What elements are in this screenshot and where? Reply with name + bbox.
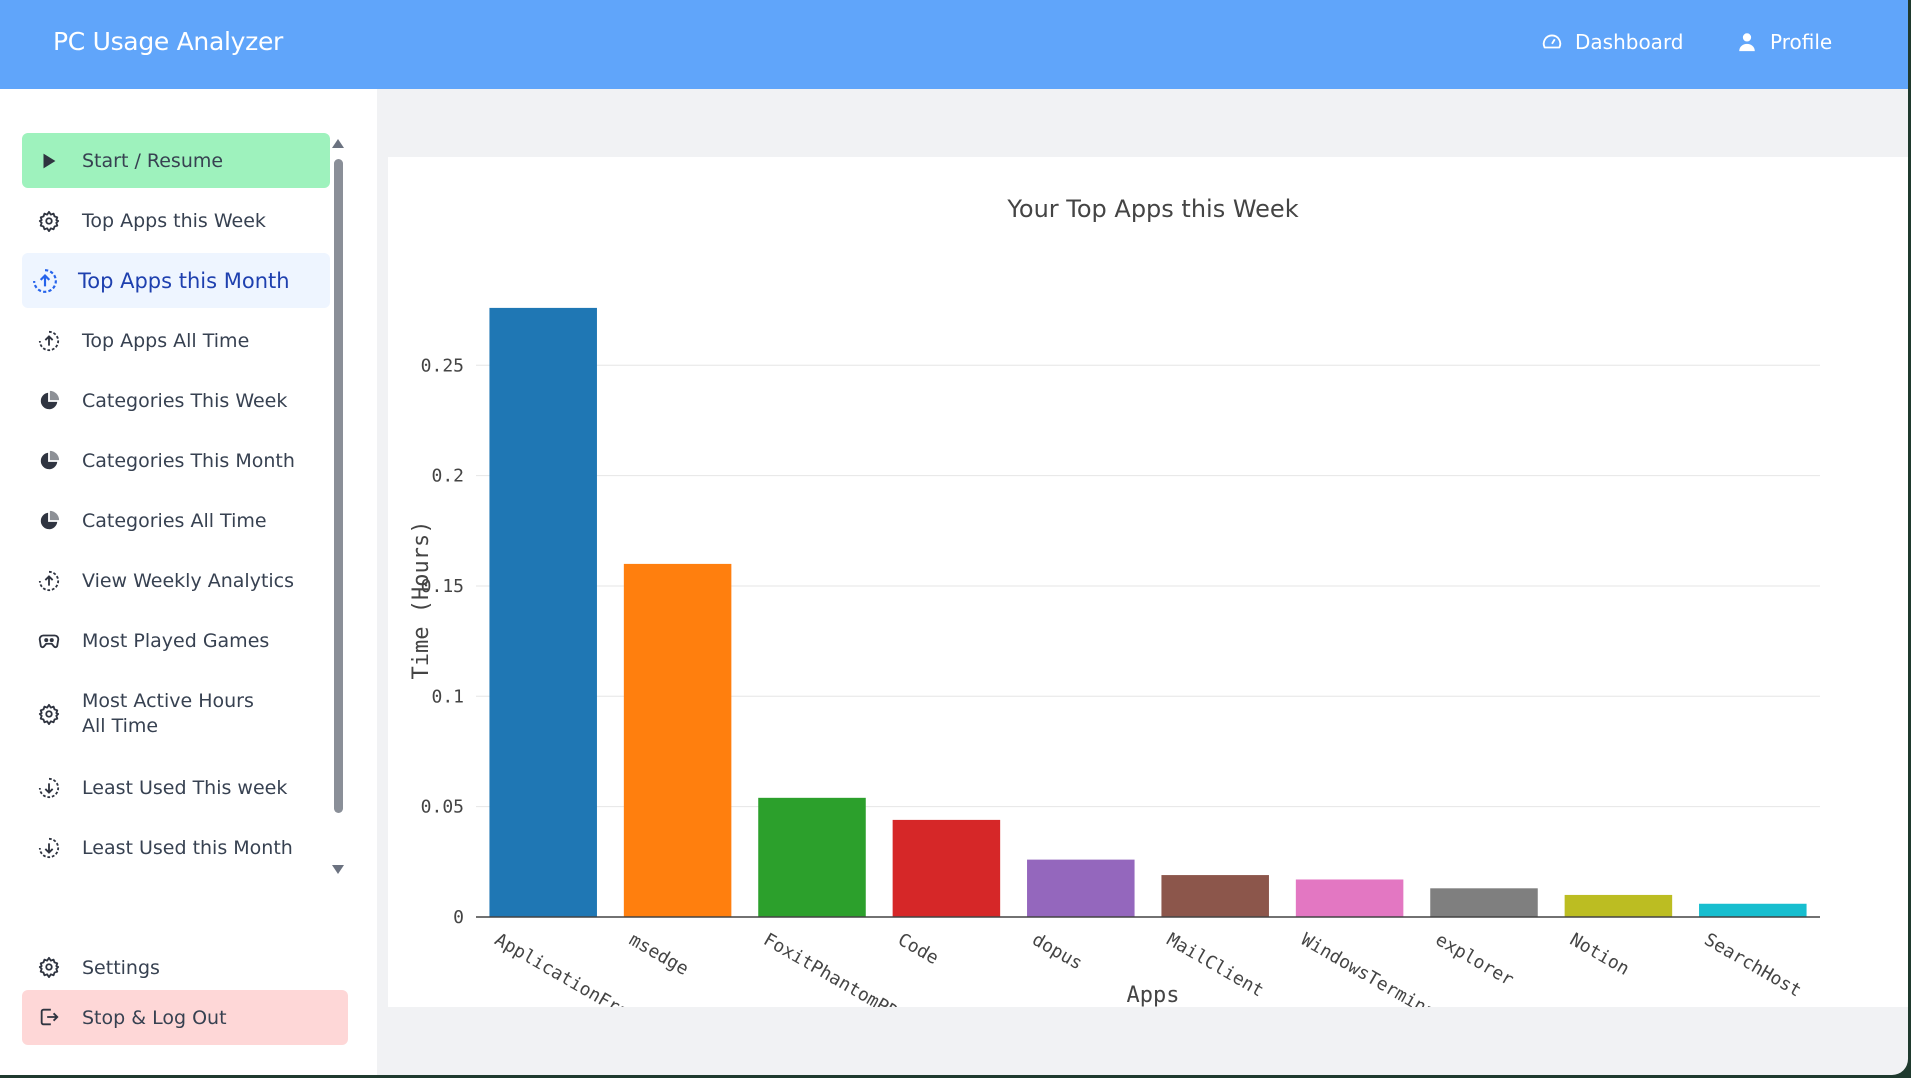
bar-msedge[interactable] — [623, 563, 732, 917]
app-title[interactable]: PC Usage Analyzer — [53, 27, 284, 56]
circle-arrow-up-icon — [38, 330, 60, 351]
top-navbar: PC Usage Analyzer Dashboard Profile — [0, 0, 1908, 89]
x-tick-label: WindowsTerminal — [1297, 929, 1448, 1017]
circle-arrow-up-icon — [33, 268, 57, 293]
sidebar-item-categories-week[interactable]: Categories This Week — [22, 373, 330, 428]
sidebar-item-label: View Weekly Analytics — [82, 569, 295, 592]
nav-profile-label: Profile — [1770, 30, 1833, 54]
stop-logout-button[interactable]: Stop & Log Out — [22, 990, 348, 1045]
bar-Notion[interactable] — [1564, 894, 1673, 917]
bar-chart: 00.050.10.150.20.25ApplicationFrameHostm… — [388, 307, 1908, 1017]
gear-icon — [38, 210, 60, 232]
circle-arrow-down-icon — [38, 837, 60, 858]
sidebar-item-label: Categories All Time — [82, 509, 267, 532]
chart-title: Your Top Apps this Week — [1007, 195, 1299, 223]
x-tick-label: msedge — [625, 929, 692, 980]
sidebar-item-top-apps-month[interactable]: Top Apps this Month — [22, 253, 330, 308]
chart-card: Your Top Apps this Week 0 0.05 0.1 0.15 0.2 0… — [388, 157, 1908, 1017]
sidebar-item-label: Least Used this Month — [82, 836, 293, 859]
card-bottom-edge — [388, 1007, 1908, 1017]
logout-icon — [40, 1008, 59, 1026]
circle-arrow-up-icon — [38, 570, 60, 591]
settings-label: Settings — [82, 956, 160, 979]
x-tick-label: SearchHost — [1701, 929, 1805, 1001]
sidebar-item-least-used-month[interactable]: Least Used this Month — [22, 820, 330, 875]
sidebar-item-label: Most Played Games — [82, 629, 270, 652]
x-tick-label: Notion — [1566, 929, 1633, 980]
sidebar-item-least-used-week[interactable]: Least Used This week — [22, 760, 330, 815]
pie-chart-icon — [40, 450, 60, 469]
bar-FoxitPhantomPDF[interactable] — [758, 797, 866, 917]
x-tick-label: FoxitPhantomPDF — [760, 929, 911, 1017]
sidebar-item-label: Least Used This week — [82, 776, 288, 799]
circle-arrow-down-icon — [38, 777, 60, 798]
nav-dashboard-label: Dashboard — [1575, 30, 1684, 54]
sidebar-item-most-active-hours[interactable]: Most Active Hours All Time — [22, 673, 330, 755]
sidebar-menu: Start / Resume Top Apps this Week Top Ap… — [22, 133, 330, 880]
gamepad-icon — [38, 634, 60, 648]
sidebar-item-top-apps-all-time[interactable]: Top Apps All Time — [22, 313, 330, 368]
y-tick-label: 0.2 — [431, 466, 464, 487]
sidebar-item-weekly-analytics[interactable]: View Weekly Analytics — [22, 553, 330, 608]
sidebar-item-label: Most Active Hours All Time — [82, 690, 254, 737]
y-axis-title: Time (Hours) — [409, 521, 434, 680]
sidebar-item-categories-month[interactable]: Categories This Month — [22, 433, 330, 488]
bar-SearchHost[interactable] — [1699, 903, 1807, 917]
y-tick-label: 0.1 — [431, 686, 464, 707]
sidebar-item-label: Categories This Month — [82, 449, 295, 472]
sidebar: Start / Resume Top Apps this Week Top Ap… — [0, 89, 377, 1075]
bar-Code[interactable] — [892, 819, 1001, 917]
gear-icon — [38, 956, 60, 978]
y-tick-label: 0 — [453, 907, 464, 928]
nav-dashboard-link[interactable]: Dashboard — [1541, 30, 1684, 54]
sidebar-item-label: Top Apps All Time — [82, 329, 250, 352]
sidebar-item-label: Start / Resume — [82, 149, 224, 172]
sidebar-item-label: Top Apps this Week — [82, 209, 266, 232]
sidebar-item-top-apps-week[interactable]: Top Apps this Week — [22, 193, 330, 248]
y-tick-label: 0.15 — [421, 576, 464, 597]
x-axis-title: Apps — [1127, 983, 1180, 1008]
y-tick-label: 0.05 — [421, 797, 464, 818]
scrollbar-thumb[interactable] — [334, 159, 343, 813]
nav-profile-link[interactable]: Profile — [1736, 30, 1832, 54]
pie-chart-icon — [40, 390, 60, 409]
sidebar-item-categories-all-time[interactable]: Categories All Time — [22, 493, 330, 548]
sidebar-scrollbar[interactable] — [331, 139, 345, 879]
bar-explorer[interactable] — [1430, 888, 1538, 917]
sidebar-item-most-played-games[interactable]: Most Played Games — [22, 613, 330, 668]
pie-chart-icon — [40, 510, 60, 529]
bar-WindowsTerminal[interactable] — [1295, 879, 1404, 917]
sidebar-item-label: Categories This Week — [82, 389, 288, 412]
sidebar-item-start-resume[interactable]: Start / Resume — [22, 133, 330, 188]
y-tick-label: 0.25 — [421, 355, 464, 376]
logout-label: Stop & Log Out — [82, 1006, 227, 1029]
x-tick-label: Code — [894, 929, 942, 969]
play-icon — [43, 153, 56, 168]
dashboard-gauge-icon — [1542, 34, 1562, 49]
user-icon — [1739, 33, 1755, 52]
sidebar-item-label: Top Apps this Month — [78, 268, 290, 293]
x-tick-label: explorer — [1432, 929, 1518, 991]
scroll-down-arrow-icon[interactable] — [332, 865, 344, 874]
x-tick-label: dopus — [1029, 929, 1086, 974]
scroll-up-arrow-icon[interactable] — [332, 139, 344, 148]
gear-icon — [38, 703, 60, 725]
settings-button[interactable]: Settings — [22, 945, 348, 990]
bar-MailClient[interactable] — [1161, 875, 1269, 917]
bar-ApplicationFrameHost[interactable] — [489, 307, 597, 917]
bar-dopus[interactable] — [1027, 859, 1135, 917]
